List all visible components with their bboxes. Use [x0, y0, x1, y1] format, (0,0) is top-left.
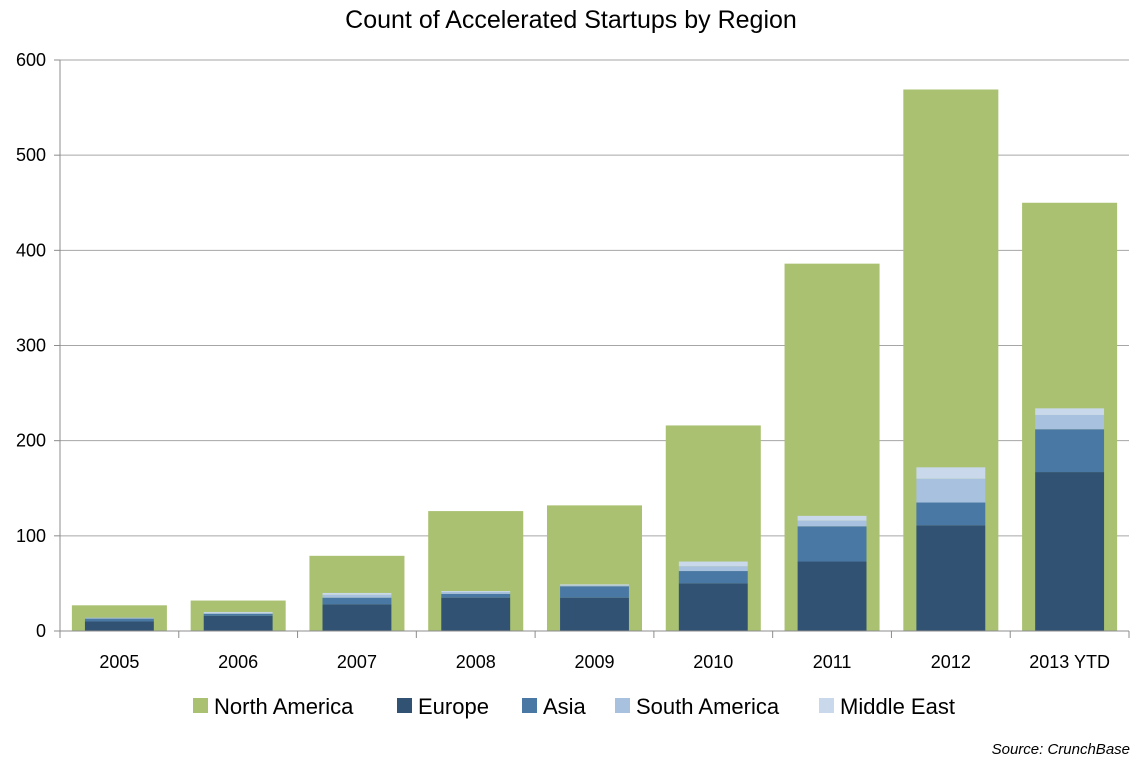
bar-europe [560, 597, 629, 631]
bars [71, 89, 1118, 632]
y-tick-label: 600 [16, 50, 46, 70]
x-tick-label: 2013 YTD [1029, 652, 1110, 672]
bar-south-america [916, 478, 986, 503]
bar-middle-east [678, 561, 748, 567]
bar-south-america [678, 566, 748, 572]
y-tick-label: 100 [16, 526, 46, 546]
y-tick-label: 300 [16, 336, 46, 356]
bar-south-america [797, 520, 867, 527]
legend-label-asia: Asia [543, 694, 587, 719]
legend-swatch-middle-east [819, 698, 834, 713]
bar-asia [797, 526, 867, 562]
bar-middle-east [322, 592, 392, 595]
bar-asia [441, 593, 511, 598]
y-tick-label: 0 [36, 621, 46, 641]
y-tick-label: 400 [16, 240, 46, 260]
bar-south-america [322, 594, 392, 598]
x-tick-label: 2010 [693, 652, 733, 672]
legend-swatch-asia [522, 698, 537, 713]
x-tick-label: 2005 [99, 652, 139, 672]
bar-europe [84, 621, 154, 631]
chart-title: Count of Accelerated Startups by Region [345, 6, 797, 34]
bar-middle-east [1035, 408, 1105, 415]
bar-middle-east [916, 467, 986, 479]
x-tick-label: 2012 [931, 652, 971, 672]
bar-asia [84, 618, 154, 622]
bar-middle-east [797, 515, 867, 521]
legend-swatch-south-america [615, 698, 630, 713]
legend: North America Europe Asia South America Midd… [193, 694, 955, 719]
bar-south-america [560, 585, 629, 587]
bar-asia [203, 613, 273, 616]
bar-south-america [441, 591, 511, 594]
bar-europe [916, 525, 986, 631]
bar-middle-east [560, 584, 629, 586]
x-tick-label: 2007 [337, 652, 377, 672]
bar-asia [916, 502, 986, 526]
y-tick-label: 200 [16, 431, 46, 451]
bar-asia [560, 586, 629, 598]
y-tick-label: 500 [16, 145, 46, 165]
legend-swatch-north-america [193, 698, 208, 713]
gridlines [60, 59, 1129, 537]
axes: 0 100 200 300 400 500 600 2005 2006 2007 2008 2009 2… [16, 50, 1130, 672]
legend-label-south-america: South America [636, 694, 780, 719]
bar-europe [1035, 472, 1105, 631]
bar-europe [797, 561, 867, 631]
x-tick-label: 2008 [456, 652, 496, 672]
legend-label-north-america: North America [214, 694, 354, 719]
legend-label-middle-east: Middle East [840, 694, 955, 719]
bar-south-america [84, 617, 154, 619]
bar-middle-east [203, 611, 273, 613]
source-note: Source: CrunchBase [991, 741, 1130, 758]
bar-asia [322, 597, 392, 605]
legend-swatch-europe [397, 698, 412, 713]
bar-south-america [203, 612, 273, 614]
bar-middle-east [441, 591, 511, 592]
bar-europe [322, 604, 392, 631]
bar-south-america [1035, 414, 1105, 430]
bar-asia [1035, 429, 1105, 473]
bar-asia [678, 571, 748, 584]
x-tick-label: 2011 [813, 652, 852, 672]
x-tick-label: 2006 [218, 652, 258, 672]
bar-europe [203, 615, 273, 631]
bar-europe [678, 583, 748, 631]
x-tick-label: 2009 [574, 652, 614, 672]
legend-label-europe: Europe [418, 694, 489, 719]
bar-europe [441, 597, 511, 631]
